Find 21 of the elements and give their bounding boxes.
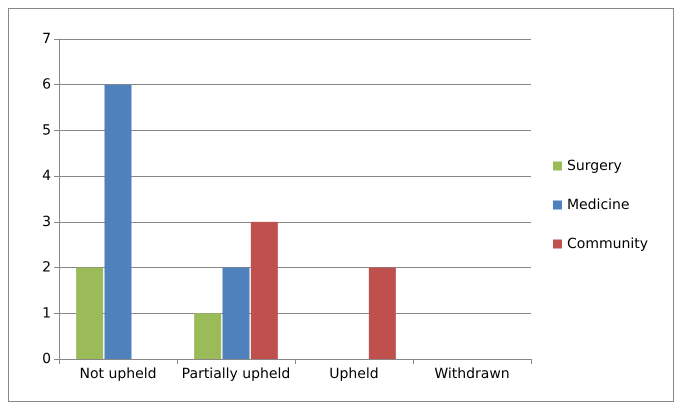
y-tick-label: 5 <box>42 122 51 138</box>
bar <box>76 268 104 359</box>
bar <box>222 268 250 359</box>
x-tick-label: Not upheld <box>80 366 156 382</box>
y-tick-label: 2 <box>42 260 51 276</box>
y-tick-label: 3 <box>42 214 51 230</box>
x-tick-label: Upheld <box>329 366 379 382</box>
y-tick-label: 4 <box>42 168 52 184</box>
bar <box>368 268 396 359</box>
y-tick-label: 7 <box>42 31 51 47</box>
legend-label: Medicine <box>566 197 630 213</box>
x-tick-label: Partially upheld <box>182 366 290 382</box>
bar <box>194 313 222 359</box>
legend-label: Community <box>566 236 648 252</box>
y-tick-label: 6 <box>42 76 52 93</box>
bar <box>250 222 278 359</box>
y-tick-label: 0 <box>42 351 51 367</box>
x-tick-label: Withdrawn <box>434 366 510 382</box>
bar <box>104 84 132 359</box>
legend-label: Surgery <box>566 158 622 174</box>
y-tick-label: 1 <box>42 305 51 322</box>
